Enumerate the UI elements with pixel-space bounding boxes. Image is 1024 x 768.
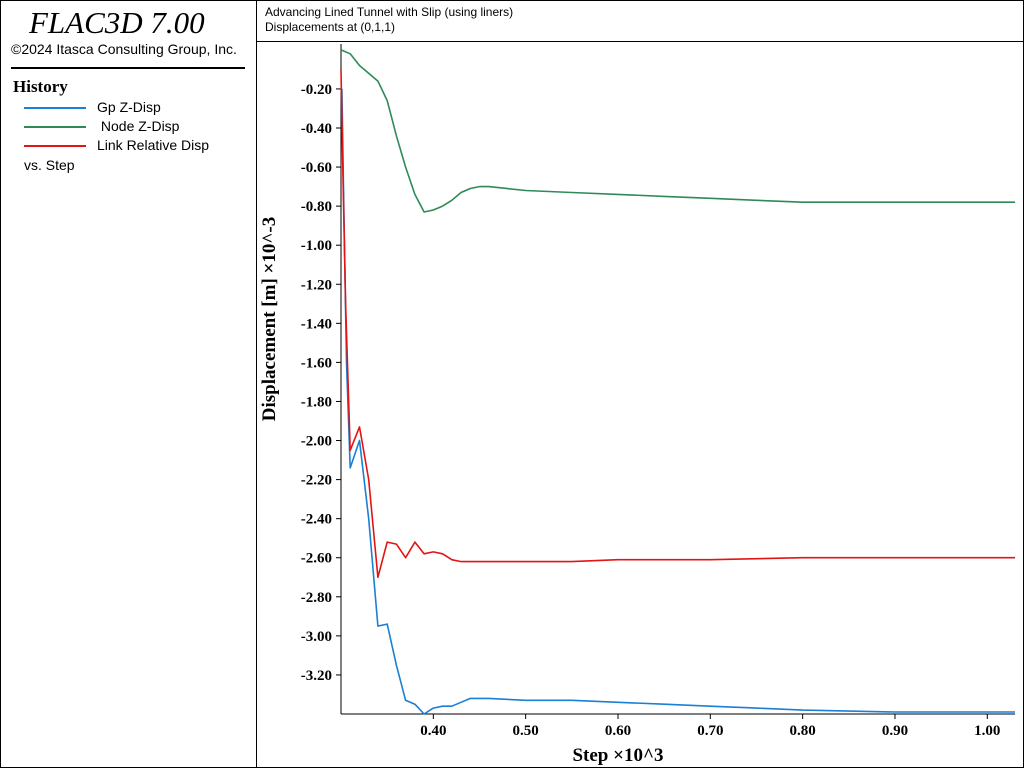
- legend-item-link-relative-disp: Link Relative Disp: [24, 137, 254, 155]
- y-tick-label: -1.00: [301, 238, 332, 254]
- series-line-gp-z-disp: [341, 88, 1015, 715]
- plot-title: Advancing Lined Tunnel with Slip (using …: [265, 5, 514, 19]
- x-tick-label: 0.90: [882, 723, 908, 739]
- y-tick-label: -3.00: [301, 629, 332, 645]
- legend-label-node-z-disp: Node Z-Disp: [97, 118, 180, 134]
- y-tick-label: -2.80: [301, 590, 332, 606]
- x-tick-label: 0.80: [790, 723, 816, 739]
- y-tick-label: -2.00: [301, 434, 332, 450]
- y-tick-label: -1.40: [301, 316, 332, 332]
- y-tick-label: -2.60: [301, 551, 332, 567]
- y-tick-label: -1.80: [301, 394, 332, 410]
- y-tick-label: -0.60: [301, 160, 332, 176]
- chart-labels: -0.20 -0.40 -0.60 -0.80 -1.00 -1.20 -1.40 -1.60…: [259, 82, 1000, 766]
- x-tick-label: 0.50: [513, 723, 539, 739]
- sidebar-panel: FLAC3D 7.00 ©2024 Itasca Consulting Grou…: [1, 1, 257, 767]
- y-axis-title: Displacement [m] ×10^-3: [259, 217, 280, 421]
- series-line-node-z-disp: [340, 49, 1015, 213]
- legend-label-gp-z-disp: Gp Z-Disp: [97, 99, 161, 115]
- legend-item-node-z-disp: Node Z-Disp: [24, 118, 254, 136]
- y-tick-label: -0.40: [301, 121, 332, 137]
- y-tick-label: -2.40: [301, 512, 332, 528]
- legend-label-link-relative-disp: Link Relative Disp: [97, 137, 210, 153]
- app-title: FLAC3D 7.00: [29, 5, 205, 40]
- plot-header: Advancing Lined Tunnel with Slip (using …: [257, 1, 1023, 42]
- chart-series: [340, 49, 1015, 715]
- chart-axes: [336, 44, 1015, 719]
- legend-swatch-gp-z-disp: [24, 107, 86, 109]
- history-heading: History: [13, 77, 68, 96]
- y-tick-label: -1.60: [301, 355, 332, 371]
- y-tick-label: -3.20: [301, 668, 332, 684]
- y-tick-label: -2.20: [301, 473, 332, 489]
- chart-area[interactable]: -0.20 -0.40 -0.60 -0.80 -1.00 -1.20 -1.40 -1.60…: [257, 42, 1023, 767]
- legend-item-gp-z-disp: Gp Z-Disp: [24, 99, 254, 117]
- x-tick-label: 0.40: [420, 723, 446, 739]
- y-tick-label: -1.20: [301, 277, 332, 293]
- y-tick-label: -0.80: [301, 199, 332, 215]
- series-line-link-relative-disp: [340, 69, 1015, 579]
- y-tick-label: -0.20: [301, 82, 332, 98]
- vs-step-label: vs. Step: [24, 157, 75, 173]
- plot-subtitle: Displacements at (0,1,1): [265, 20, 396, 34]
- legend-swatch-node-z-disp: [24, 126, 86, 128]
- legend-swatch-link-relative-disp: [24, 145, 86, 147]
- x-tick-label: 0.70: [697, 723, 723, 739]
- separator: [11, 67, 245, 69]
- x-tick-label: 1.00: [974, 723, 1000, 739]
- copyright-text: ©2024 Itasca Consulting Group, Inc.: [11, 41, 237, 57]
- x-axis-title: Step ×10^3: [572, 745, 663, 766]
- x-tick-label: 0.60: [605, 723, 631, 739]
